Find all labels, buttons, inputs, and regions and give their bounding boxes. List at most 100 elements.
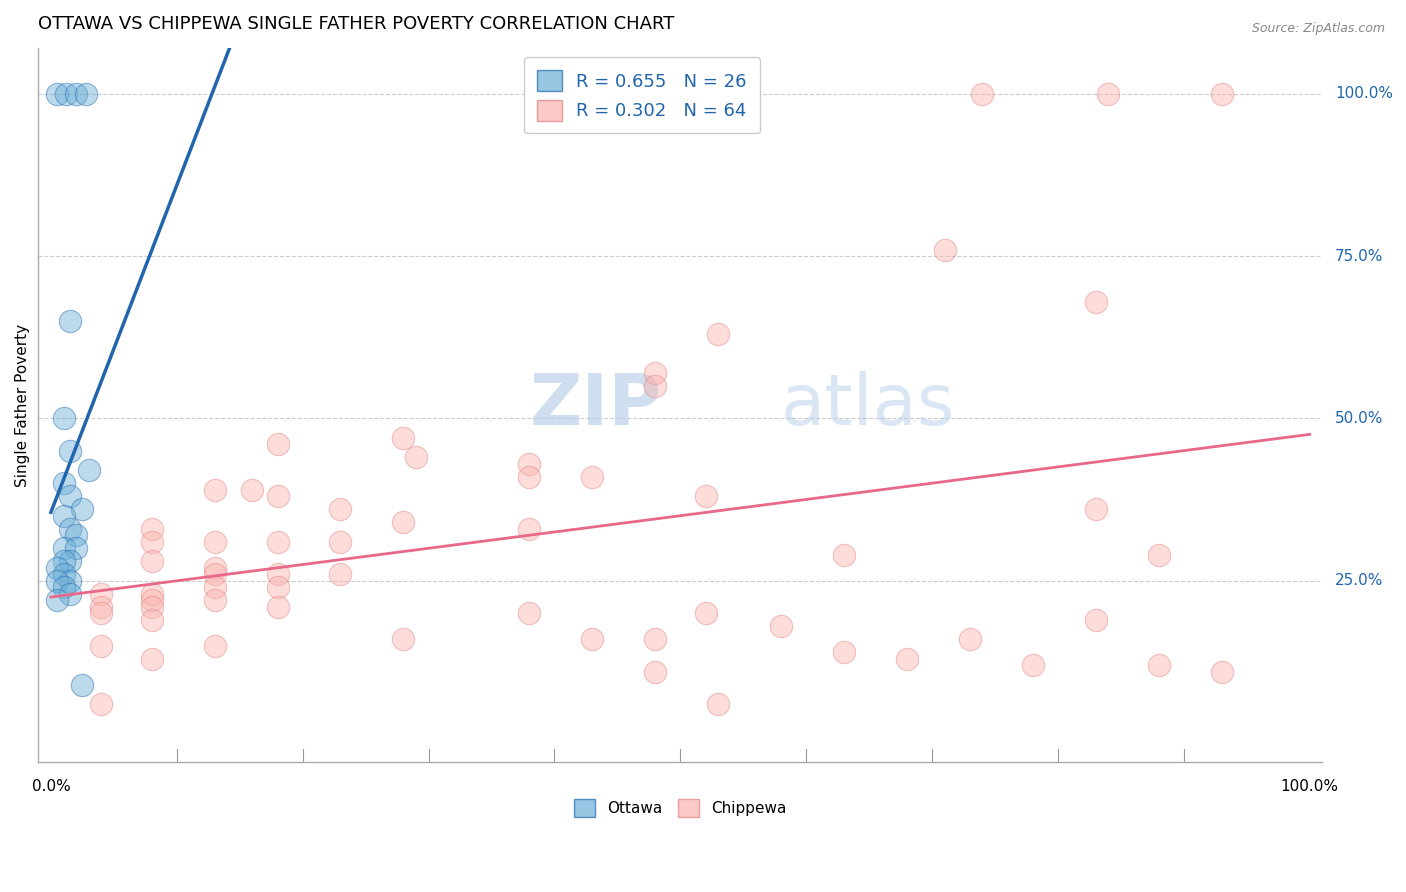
Point: [52, 508, 75, 523]
Point: [204, 560, 226, 574]
Point: [65, 528, 87, 542]
Point: [581, 632, 603, 646]
Point: [1097, 87, 1119, 101]
Point: [141, 599, 163, 614]
Text: 100.0%: 100.0%: [1281, 779, 1339, 794]
Point: [59, 587, 82, 601]
Point: [72, 677, 94, 691]
Point: [1211, 87, 1233, 101]
Point: [59, 443, 82, 458]
Point: [59, 522, 82, 536]
Point: [240, 483, 263, 497]
Point: [1084, 502, 1107, 516]
Point: [896, 651, 918, 665]
Point: [52, 554, 75, 568]
Point: [581, 470, 603, 484]
Point: [517, 470, 540, 484]
Point: [65, 87, 87, 101]
Point: [695, 489, 717, 503]
Point: [392, 516, 415, 530]
Point: [141, 613, 163, 627]
Point: [972, 87, 994, 101]
Point: [52, 476, 75, 491]
Point: [1084, 613, 1107, 627]
Point: [52, 411, 75, 425]
Point: [46, 87, 69, 101]
Point: [832, 548, 855, 562]
Point: [934, 243, 956, 257]
Point: [59, 554, 82, 568]
Point: [832, 645, 855, 659]
Point: [59, 314, 82, 328]
Point: [59, 489, 82, 503]
Point: [329, 534, 352, 549]
Point: [266, 534, 288, 549]
Point: [75, 87, 97, 101]
Point: [90, 587, 112, 601]
Point: [517, 522, 540, 536]
Point: [266, 599, 288, 614]
Point: [90, 697, 112, 711]
Point: [707, 697, 730, 711]
Point: [392, 431, 415, 445]
Point: [517, 606, 540, 620]
Point: [141, 554, 163, 568]
Text: 0.0%: 0.0%: [31, 779, 70, 794]
Point: [204, 567, 226, 582]
Legend: Ottawa, Chippewa: Ottawa, Chippewa: [565, 790, 796, 826]
Point: [59, 574, 82, 588]
Point: [141, 522, 163, 536]
Point: [52, 580, 75, 594]
Point: [517, 457, 540, 471]
Point: [204, 593, 226, 607]
Point: [90, 599, 112, 614]
Y-axis label: Single Father Poverty: Single Father Poverty: [15, 324, 30, 487]
Point: [266, 489, 288, 503]
Point: [392, 632, 415, 646]
Point: [1211, 665, 1233, 679]
Point: [46, 574, 69, 588]
Text: atlas: atlas: [780, 371, 956, 440]
Point: [405, 450, 427, 465]
Point: [695, 606, 717, 620]
Point: [644, 632, 666, 646]
Point: [266, 580, 288, 594]
Text: 50.0%: 50.0%: [1334, 411, 1384, 425]
Point: [90, 639, 112, 653]
Point: [141, 587, 163, 601]
Point: [707, 326, 730, 341]
Text: ZIP: ZIP: [529, 371, 661, 440]
Point: [77, 463, 100, 477]
Point: [204, 483, 226, 497]
Point: [52, 541, 75, 556]
Text: 25.0%: 25.0%: [1334, 574, 1384, 588]
Point: [329, 502, 352, 516]
Point: [644, 366, 666, 380]
Text: 75.0%: 75.0%: [1334, 249, 1384, 264]
Point: [141, 534, 163, 549]
Point: [1084, 294, 1107, 309]
Text: 100.0%: 100.0%: [1334, 87, 1393, 102]
Point: [204, 580, 226, 594]
Point: [204, 639, 226, 653]
Point: [55, 87, 77, 101]
Point: [266, 437, 288, 451]
Point: [46, 593, 69, 607]
Point: [72, 502, 94, 516]
Point: [1147, 548, 1170, 562]
Point: [204, 534, 226, 549]
Point: [769, 619, 792, 633]
Point: [1022, 658, 1045, 673]
Point: [959, 632, 981, 646]
Point: [266, 567, 288, 582]
Point: [644, 379, 666, 393]
Point: [329, 567, 352, 582]
Point: [52, 567, 75, 582]
Text: Source: ZipAtlas.com: Source: ZipAtlas.com: [1251, 22, 1385, 36]
Point: [65, 541, 87, 556]
Point: [141, 651, 163, 665]
Point: [141, 593, 163, 607]
Point: [90, 606, 112, 620]
Point: [644, 665, 666, 679]
Point: [46, 560, 69, 574]
